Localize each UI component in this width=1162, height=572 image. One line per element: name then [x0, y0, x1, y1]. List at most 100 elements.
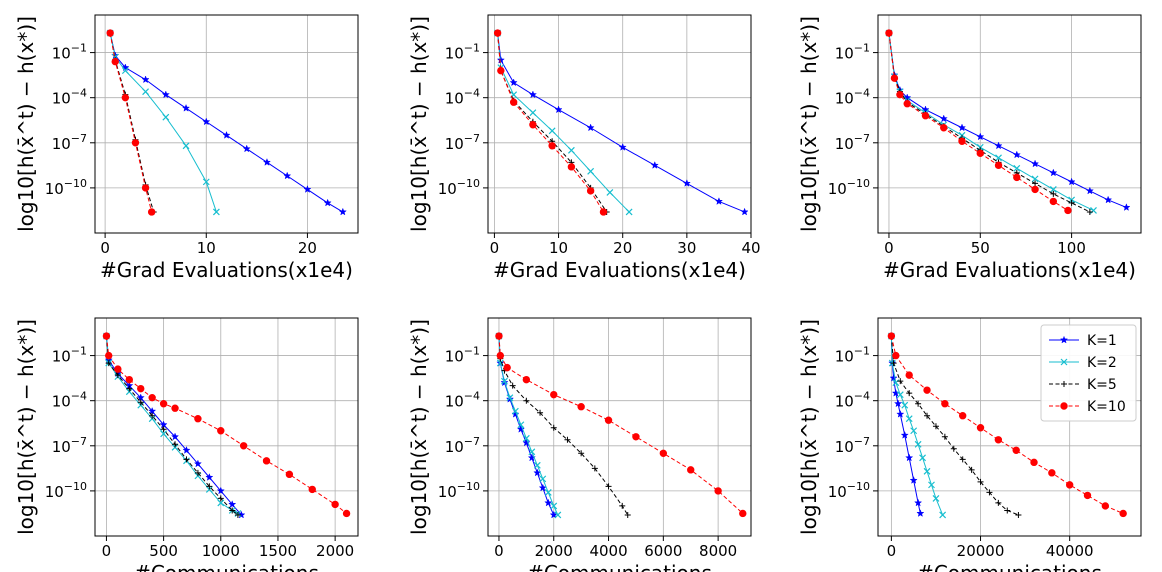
data-point [217, 495, 224, 502]
data-point [1004, 507, 1011, 514]
data-point [497, 66, 505, 75]
data-point [496, 55, 505, 64]
series-line [888, 32, 1091, 213]
chart-panel-1: 0 10 20 10−1 10−4 10−7 10−10 #Grad Evaluations(… [14, 14, 359, 282]
data-point [495, 332, 503, 340]
data-point [131, 139, 140, 147]
series-k5 [888, 333, 1022, 518]
y-tick-label: 10−7 [445, 132, 480, 153]
series-line [498, 336, 559, 516]
data-point [554, 511, 562, 519]
data-point [1085, 186, 1094, 195]
data-point [181, 103, 191, 112]
data-point [533, 461, 541, 469]
data-point [586, 123, 595, 132]
chart-panel-5: 0 2000 4000 6000 8000 10−1 10−4 10−7 10−10 #Commu… [407, 317, 752, 572]
data-point [687, 466, 695, 474]
y-axis-label: log10[h(x̄^t) − h(x*)] [797, 16, 821, 232]
data-point [194, 415, 202, 423]
series-k1 [887, 331, 925, 517]
series-k5 [103, 333, 241, 518]
x-axis-label: #Communications [527, 561, 712, 572]
data-point [887, 332, 896, 340]
data-point [509, 78, 518, 87]
x-tick-label: 30 [677, 239, 696, 257]
data-point [994, 161, 1003, 170]
data-point [890, 360, 897, 367]
data-point [739, 509, 747, 518]
y-tick-label: 10−7 [52, 435, 87, 456]
data-point [222, 130, 231, 139]
data-point [577, 403, 585, 411]
data-point [591, 465, 598, 472]
data-point [923, 467, 931, 475]
data-point [202, 117, 211, 126]
data-point [523, 397, 530, 404]
series-k1 [106, 28, 347, 216]
x-tick-label: 4000 [589, 542, 627, 560]
data-point [968, 466, 975, 473]
data-point [242, 144, 251, 153]
data-point [957, 123, 967, 132]
y-tick-label: 10−7 [52, 132, 87, 153]
data-point [217, 499, 225, 507]
data-point [205, 473, 214, 481]
data-point [538, 483, 547, 492]
data-point [159, 420, 168, 429]
legend-entry: K=2 [1049, 355, 1117, 371]
data-point [976, 149, 984, 158]
y-tick-label: 10−1 [835, 42, 870, 63]
data-point [1119, 509, 1127, 518]
data-point [509, 98, 518, 106]
data-point [905, 371, 913, 379]
data-point [511, 407, 519, 415]
data-point [522, 375, 531, 384]
series-line [890, 336, 944, 516]
data-point [958, 137, 966, 145]
data-point [977, 478, 984, 485]
legend-label: K=5 [1087, 377, 1117, 393]
legend-label: K=10 [1087, 399, 1126, 415]
series-line [888, 32, 1094, 211]
data-point [578, 450, 585, 457]
data-point [149, 412, 156, 419]
data-point [217, 427, 225, 435]
x-tick-label: 0 [102, 542, 112, 560]
data-point [606, 188, 614, 196]
series-line [109, 32, 344, 213]
data-point [1067, 177, 1076, 186]
y-tick-label: 10−4 [445, 390, 480, 411]
data-point [501, 377, 508, 385]
y-axis-label: log10[h(x̄^t) − h(x*)] [407, 16, 431, 232]
data-point [544, 498, 553, 507]
data-point [529, 109, 537, 117]
legend-entry: K=5 [1049, 377, 1117, 393]
data-point [527, 453, 536, 462]
data-point [921, 112, 930, 120]
data-point [885, 29, 893, 37]
data-point [234, 511, 241, 518]
series-line [105, 335, 239, 514]
data-point [1030, 159, 1040, 168]
x-tick-label: 1000 [202, 542, 240, 560]
data-point [1101, 502, 1110, 510]
x-axis-label: #Grad Evaluations(x1e4) [493, 258, 746, 282]
data-point [550, 502, 558, 510]
data-point [194, 472, 202, 480]
data-point [539, 475, 547, 483]
y-axis-label: log10[h(x̄^t) − h(x*)] [797, 319, 821, 535]
data-point [1065, 481, 1074, 489]
data-point [567, 163, 576, 171]
data-point [239, 442, 248, 450]
y-axis-label: log10[h(x̄^t) − h(x*)] [14, 319, 38, 535]
y-tick-label: 10−1 [835, 345, 870, 366]
y-tick-label: 10−4 [835, 87, 870, 108]
data-point [142, 88, 150, 96]
data-point [924, 412, 931, 419]
data-point [1031, 175, 1039, 183]
y-tick-label: 10−7 [835, 435, 870, 456]
series-k1 [494, 331, 558, 519]
y-tick-label: 10−1 [445, 345, 480, 366]
data-point [624, 511, 631, 518]
